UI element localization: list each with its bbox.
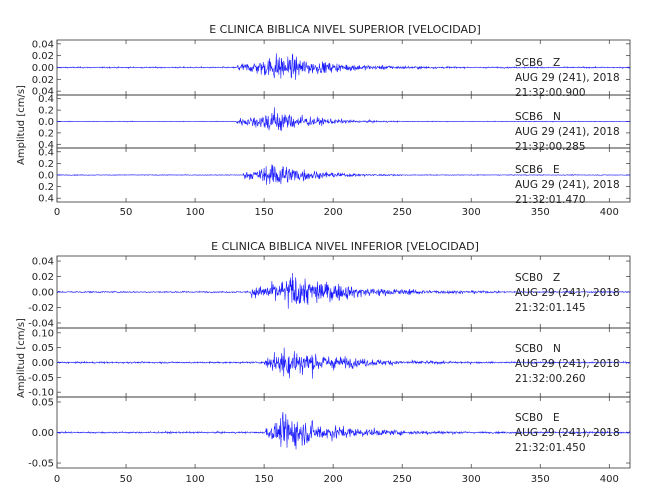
y-tick-label: 0.00 [32,288,54,299]
station-label: SCB6 [515,164,543,176]
station-label: SCB6 [515,57,543,69]
y-tick-label: 0.05 [32,343,54,354]
time-label: 21:32:00.260 [515,373,586,385]
x-tick-label: 0 [54,474,60,485]
x-tick-label: 400 [600,474,619,485]
y-tick-label: -0.05 [28,459,54,470]
y-tick-label: -0.02 [28,303,54,314]
x-tick-label: 400 [600,207,619,218]
date-label: AUG 29 (241), 2018 [515,179,620,191]
station-label: SCB0 [515,412,543,424]
x-tick-label: 150 [255,474,274,485]
time-label: 21:32:01.470 [515,194,586,206]
y-tick-label: 0.02 [32,75,54,86]
seismogram-trace [56,273,631,309]
x-tick-label: 200 [324,207,343,218]
chart-title-lower: E CLINICA BIBLICA NIVEL INFERIOR [VELOCI… [211,240,479,253]
y-tick-label: 0.2 [38,128,54,139]
component-label: Z [553,57,560,69]
y-tick-label: 0.0 [38,171,54,182]
y-axis-label-upper: Amplitud [cm/s] [16,85,27,165]
time-label: 21:32:00.285 [515,141,586,153]
date-label: AUG 29 (241), 2018 [515,72,620,84]
chart-title-upper: E CLINICA BIBLICA NIVEL SUPERIOR [VELOCI… [209,23,481,36]
y-tick-label: 0.00 [32,63,54,74]
component-label: E [553,164,560,176]
seismogram-trace [56,164,631,185]
x-axis-lower: 0 50 100 150 200 250 300 350 400 [54,474,619,485]
seismogram-trace [56,347,631,379]
y-tick-label: 0.10 [32,328,54,339]
y-tick-label: 0.4 [38,140,54,151]
chart-lower: E CLINICA BIBLICA NIVEL INFERIOR [VELOCI… [16,240,631,485]
y-tick-label: 0.04 [32,87,54,98]
chart-upper: E CLINICA BIBLICA NIVEL SUPERIOR [VELOCI… [16,23,631,218]
component-label: E [553,412,560,424]
y-tick-label: 0.02 [32,272,54,283]
time-label: 21:32:00.900 [515,87,586,99]
y-tick-label: -0.05 [28,373,54,384]
y-tick-label: 0.02 [32,51,54,62]
x-tick-label: 200 [324,474,343,485]
panel-lower-n: 0.10 0.05 0.00 -0.05 -0.10 SCB0 N AUG 29 (241),… [28,327,631,399]
y-tick-label: 0.4 [38,147,54,158]
date-label: AUG 29 (241), 2018 [515,358,620,370]
y-tick-label: 0.2 [38,182,54,193]
x-tick-label: 50 [120,207,133,218]
x-tick-label: 300 [462,207,481,218]
component-label: N [553,343,561,355]
x-tick-label: 300 [462,474,481,485]
x-tick-label: 0 [54,207,60,218]
x-tick-label: 100 [186,207,205,218]
date-label: AUG 29 (241), 2018 [515,126,620,138]
time-label: 21:32:01.450 [515,442,586,454]
x-tick-label: 350 [531,207,550,218]
panel-lower-e: 0.05 0.00 -0.05 SCB0 E AUG 29 (241), 2018 21:3… [28,396,631,470]
x-tick-label: 250 [393,207,412,218]
seismogram-trace [56,412,631,450]
y-tick-label: 0.00 [32,358,54,369]
component-label: N [553,111,561,123]
date-label: AUG 29 (241), 2018 [515,427,620,439]
seismogram-trace [56,107,631,131]
x-tick-label: 350 [531,474,550,485]
seismogram-trace [56,53,631,80]
y-tick-label: 0.04 [32,257,54,268]
y-tick-label: -0.04 [28,318,54,329]
y-tick-label: 0.4 [38,94,54,105]
station-label: SCB0 [515,272,543,284]
x-tick-label: 100 [186,474,205,485]
station-label: SCB6 [515,111,543,123]
component-label: Z [553,272,560,284]
time-label: 21:32:01.145 [515,302,586,314]
y-tick-label: 0.00 [32,428,54,439]
panel-lower-z: 0.04 0.02 0.00 -0.02 -0.04 SCB0 Z AUG 29 (241),… [28,255,631,329]
x-tick-label: 250 [393,474,412,485]
x-tick-label: 150 [255,207,274,218]
x-tick-label: 50 [120,474,133,485]
date-label: AUG 29 (241), 2018 [515,287,620,299]
y-tick-label: 0.2 [38,159,54,170]
y-tick-label: 0.04 [32,39,54,50]
y-tick-label: 0.05 [32,397,54,408]
y-tick-label: 0.2 [38,106,54,117]
y-axis-label-lower: Amplitud [cm/s] [16,318,27,398]
y-tick-label: 0.0 [38,117,54,128]
x-axis-upper: 0 50 100 150 200 250 300 350 400 [54,207,619,218]
station-label: SCB0 [515,343,543,355]
y-tick-label: 0.4 [38,194,54,205]
y-tick-label: -0.10 [28,388,54,399]
